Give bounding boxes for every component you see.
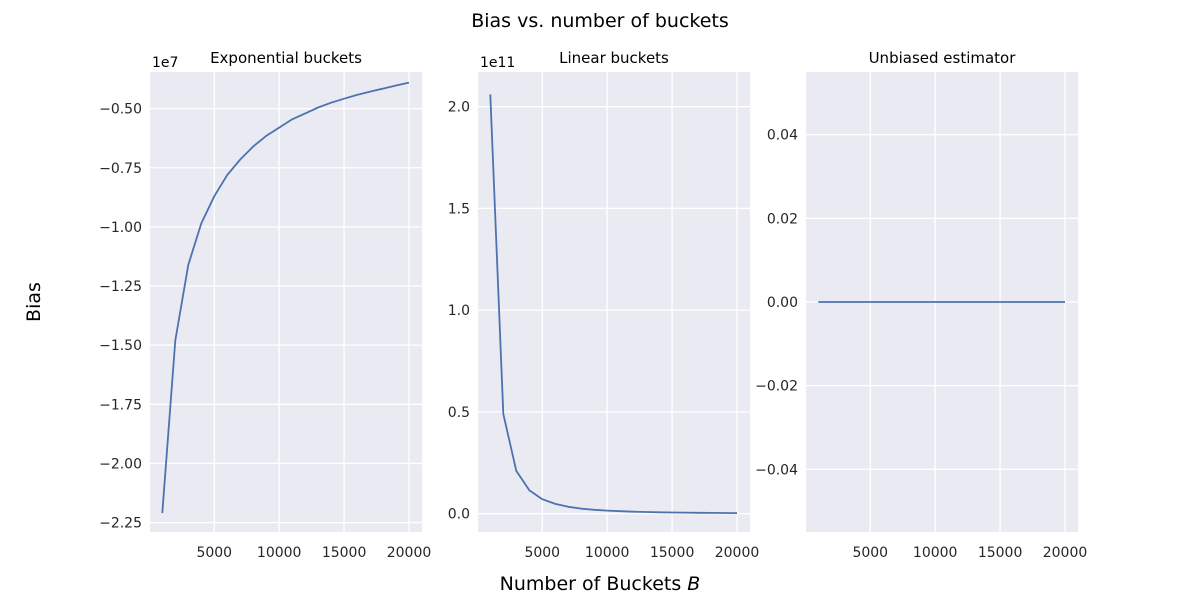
y-tick-label: −0.02 [755,379,798,395]
y-tick-label: −1.50 [99,338,142,354]
x-tick-label: 5000 [524,545,560,561]
y-tick-label: 0.02 [767,211,798,227]
y-tick-label: 0.04 [767,128,798,144]
x-tick-label: 10000 [585,545,630,561]
x-tick-label: 15000 [322,545,367,561]
x-tick-label: 5000 [852,545,888,561]
panels: 5000 10000 15000 20000 −0.50 −0.75 −1.00 −1.25 −… [99,49,1087,561]
x-tick-label: 5000 [196,545,232,561]
y-tick-label: 0.5 [448,405,470,421]
y-tick-label: −1.25 [99,279,142,295]
y-tick-label: 2.0 [448,100,470,116]
series-line [489,94,738,514]
panel-1: 5000 10000 15000 20000 −0.50 −0.75 −1.00 −1.25 −… [99,49,431,561]
x-tick-label: 10000 [913,545,958,561]
y-tick-label: 1.5 [448,201,470,217]
y-tick-label: −2.00 [99,456,142,472]
y-tick-label: −0.04 [755,462,798,478]
x-tick-label: 15000 [650,545,695,561]
x-tick-label: 15000 [978,545,1023,561]
y-tick-label: 1.0 [448,303,470,319]
y-tick-label: 0.0 [448,507,470,523]
panel-2: 5000 10000 15000 20000 0.0 0.5 1.0 1.5 2.0 Linear… [448,49,760,561]
figure-x-label: Number of Buckets B [500,573,701,595]
x-tick-label: 10000 [257,545,302,561]
plot-area [150,72,422,532]
x-tick-label: 20000 [715,545,760,561]
panel-title: Exponential buckets [210,49,362,67]
y-tick-label: 0.00 [767,295,798,311]
y-tick-label: −1.75 [99,397,142,413]
panel-title: Linear buckets [559,49,669,67]
y-tick-label: −0.50 [99,102,142,118]
panel-title: Unbiased estimator [869,49,1017,67]
figure-y-label: Bias [23,282,45,322]
series-line [161,81,410,514]
y-tick-label: −0.75 [99,161,142,177]
y-offset-label: 1e7 [152,55,178,71]
x-tick-label: 20000 [387,545,432,561]
figure-title: Bias vs. number of buckets [471,10,729,32]
x-tick-label: 20000 [1043,545,1088,561]
plot-area [478,72,750,532]
y-tick-label: −1.00 [99,220,142,236]
panel-3: 5000 10000 15000 20000 0.04 0.02 0.00 −0.02 −0.0… [755,49,1087,561]
y-offset-label: 1e11 [480,55,515,71]
x-label-text: Number of Buckets [500,573,688,595]
x-label-symbol: B [687,573,700,595]
y-tick-label: −2.25 [99,516,142,532]
